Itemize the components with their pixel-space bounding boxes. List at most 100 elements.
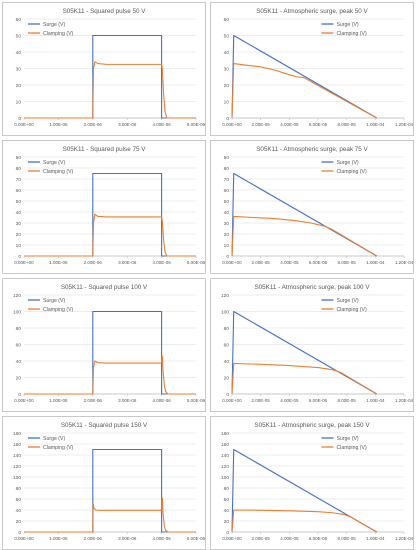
y-tick-label: 100: [13, 309, 21, 315]
chart-frame: [210, 2, 414, 136]
legend-label: Surge (V): [43, 22, 65, 28]
y-tick-label: 20: [16, 232, 22, 238]
x-tick-label: 8.00E-05: [338, 122, 357, 127]
x-tick-label: 5.00E-06: [187, 536, 206, 541]
chart-panel: S05K11 - Squared pulse 75 V 0 10 20 30 40 50 60…: [2, 140, 206, 274]
x-tick-label: 4.00E-05: [280, 398, 299, 403]
y-tick-label: 80: [224, 166, 230, 172]
y-tick-label: 20: [16, 519, 22, 525]
x-tick-label: 6.00E-05: [309, 260, 328, 265]
series-line-clamping: [231, 62, 378, 119]
y-tick-label: 80: [16, 166, 22, 172]
y-tick-label: 60: [16, 17, 22, 23]
y-tick-label: 30: [16, 66, 22, 72]
x-tick-label: 0.00E+00: [14, 122, 34, 127]
x-tick-label: 2.00E-05: [252, 398, 271, 403]
x-tick-label: 1.20E-04: [395, 260, 414, 265]
y-tick-label: 70: [16, 177, 22, 183]
legend-label: Clamping (V): [336, 31, 367, 37]
y-tick-label: 80: [224, 326, 230, 332]
y-tick-label: 40: [16, 50, 22, 56]
x-tick-label: 3.00E-06: [118, 536, 137, 541]
y-tick-label: 120: [13, 293, 21, 299]
legend-label: Surge (V): [336, 298, 358, 304]
x-tick-label: 2.00E-05: [252, 260, 271, 265]
x-tick-label: 0.00E+00: [14, 398, 34, 403]
x-tick-label: 1.00E-04: [366, 122, 385, 127]
x-tick-label: 2.00E-06: [84, 122, 103, 127]
chart-title: S05K11 - Atmospheric surge, peak 150 V: [254, 422, 370, 429]
y-tick-label: 40: [224, 359, 230, 365]
y-tick-label: 100: [13, 475, 21, 481]
y-tick-label: 0: [226, 392, 229, 398]
y-tick-label: 50: [16, 199, 22, 205]
y-tick-label: 90: [224, 155, 230, 161]
legend-label: Clamping (V): [336, 307, 367, 313]
y-tick-label: 40: [16, 210, 22, 216]
legend-label: Clamping (V): [43, 307, 74, 313]
x-tick-label: 3.00E-06: [118, 122, 137, 127]
legend-label: Surge (V): [336, 436, 358, 442]
chart-panel: S05K11 - Atmospheric surge, peak 100 V 0 2…: [210, 278, 414, 412]
y-tick-label: 0: [226, 116, 229, 122]
x-tick-label: 1.20E-04: [395, 536, 414, 541]
chart-title: S05K11 - Atmospheric surge, peak 100 V: [254, 284, 370, 291]
x-tick-label: 2.00E-05: [252, 122, 271, 127]
x-tick-label: 0.00E+00: [222, 260, 242, 265]
x-tick-label: 0.00E+00: [14, 260, 34, 265]
x-tick-label: 4.00E-06: [152, 536, 171, 541]
chart-frame: [210, 140, 414, 274]
x-tick-label: 8.00E-05: [338, 536, 357, 541]
series-line-clamping: [24, 497, 196, 533]
series-line-surge: [231, 310, 378, 395]
x-tick-label: 1.00E-06: [49, 536, 68, 541]
x-tick-label: 4.00E-05: [280, 260, 299, 265]
y-tick-label: 60: [16, 342, 22, 348]
y-tick-label: 30: [224, 66, 230, 72]
y-tick-label: 10: [224, 243, 230, 249]
y-tick-label: 0: [226, 254, 229, 260]
y-tick-label: 30: [224, 221, 230, 227]
y-tick-label: 90: [16, 155, 22, 161]
y-tick-label: 120: [221, 464, 229, 470]
y-tick-label: 60: [16, 188, 22, 194]
y-tick-label: 120: [13, 464, 21, 470]
y-tick-label: 70: [224, 177, 230, 183]
y-tick-label: 160: [221, 442, 229, 448]
y-tick-label: 40: [16, 359, 22, 365]
y-tick-label: 20: [16, 83, 22, 89]
y-tick-label: 60: [224, 342, 230, 348]
chart-title: S05K11 - Squared pulse 150 V: [61, 422, 148, 429]
x-tick-label: 4.00E-06: [152, 122, 171, 127]
y-tick-label: 40: [224, 210, 230, 216]
chart-frame: [2, 140, 206, 274]
y-tick-label: 0: [18, 392, 21, 398]
series-line-clamping: [231, 362, 378, 395]
x-tick-label: 4.00E-05: [280, 536, 299, 541]
x-tick-label: 6.00E-05: [309, 536, 328, 541]
chart-panel: S05K11 - Squared pulse 100 V 0 20 40 60 80 100…: [2, 278, 206, 412]
x-tick-label: 2.00E-06: [84, 260, 103, 265]
series-line-surge: [231, 448, 378, 533]
chart-frame: [2, 416, 206, 550]
x-tick-label: 0.00E+00: [222, 536, 242, 541]
legend-label: Clamping (V): [336, 445, 367, 451]
legend-label: Surge (V): [43, 436, 65, 442]
y-tick-label: 160: [13, 442, 21, 448]
y-tick-label: 100: [221, 309, 229, 315]
x-tick-label: 0.00E+00: [222, 122, 242, 127]
legend-label: Surge (V): [336, 22, 358, 28]
y-tick-label: 40: [224, 508, 230, 514]
series-line-clamping: [231, 509, 378, 533]
y-tick-label: 80: [16, 486, 22, 492]
x-tick-label: 4.00E-06: [152, 260, 171, 265]
y-tick-label: 100: [221, 475, 229, 481]
chart-panel: S05K11 - Atmospheric surge, peak 75 V 0 10…: [210, 140, 414, 274]
y-tick-label: 0: [18, 116, 21, 122]
y-tick-label: 60: [16, 497, 22, 503]
y-tick-label: 180: [13, 431, 21, 437]
x-tick-label: 3.00E-06: [118, 260, 137, 265]
legend-label: Clamping (V): [43, 445, 74, 451]
x-tick-label: 2.00E-06: [84, 536, 103, 541]
